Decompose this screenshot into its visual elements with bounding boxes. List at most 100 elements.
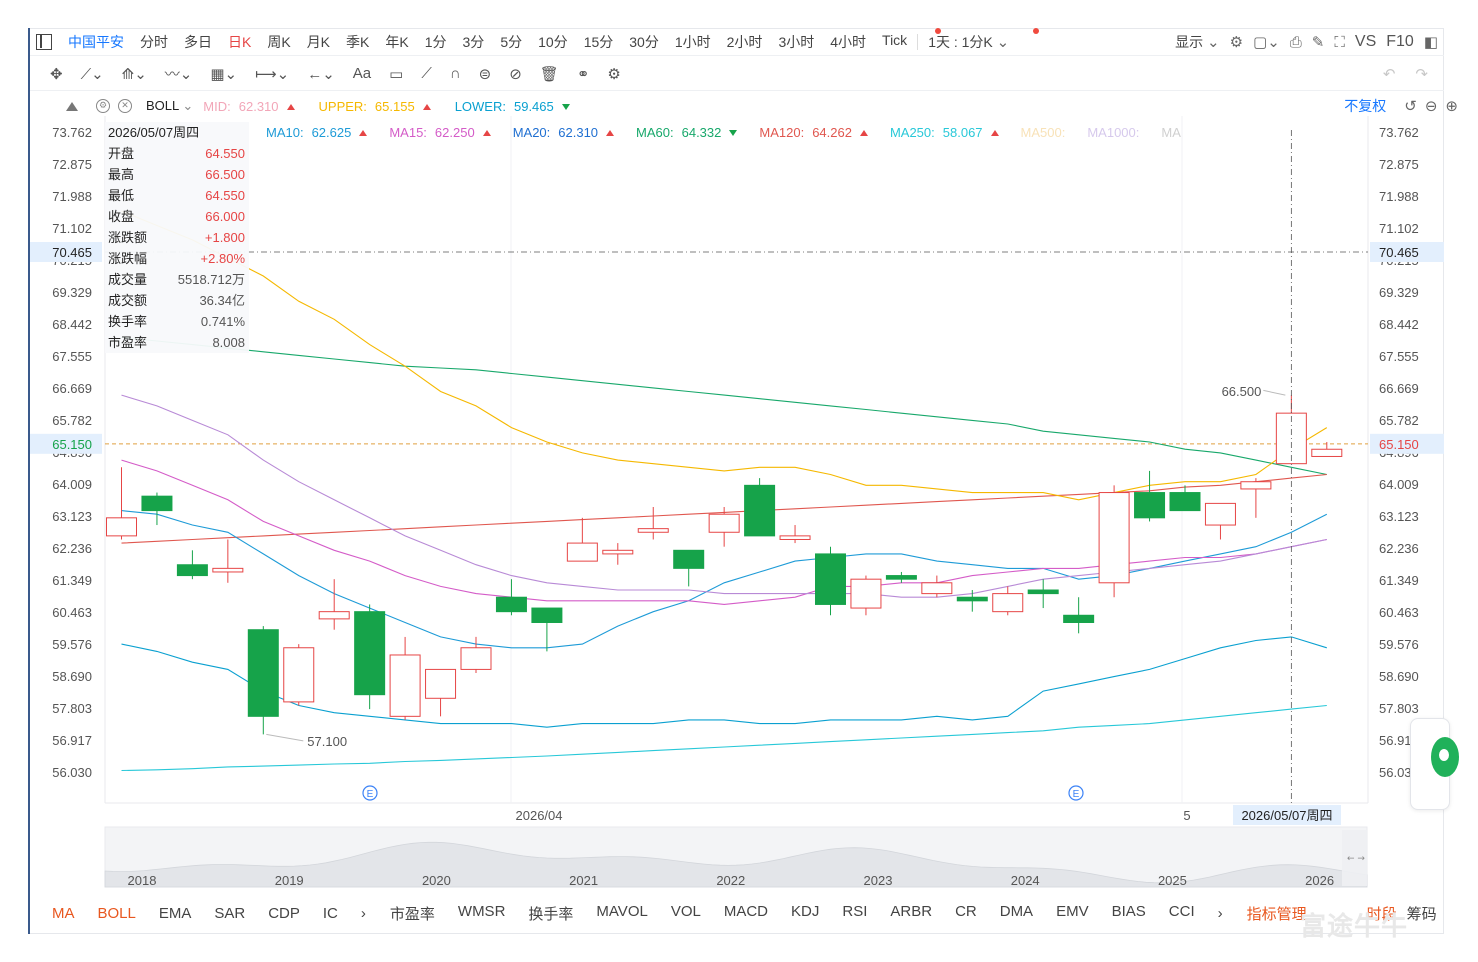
adjust-select[interactable]: 不复权 <box>1344 98 1387 114</box>
indicator-tab[interactable]: RSI <box>842 902 868 920</box>
period-tab[interactable]: Tick <box>882 31 908 48</box>
period-tab[interactable]: 3小时 <box>778 33 815 50</box>
redo-icon[interactable]: ↷ <box>1415 66 1428 83</box>
indicator-name[interactable]: BOLL ⌄ <box>146 98 193 114</box>
indicator-tab[interactable]: VOL <box>670 902 701 920</box>
eye-icon[interactable]: ⊜ <box>478 65 492 83</box>
period-tab[interactable]: 1小时 <box>674 33 711 50</box>
y-tick-left: 61.349 <box>52 573 92 588</box>
sidebar-toggle-icon[interactable] <box>36 33 52 50</box>
indicator-tab[interactable]: WMSR <box>457 902 506 920</box>
f10-button[interactable]: F10 <box>1386 33 1414 50</box>
indicator-tab[interactable]: BIAS <box>1111 902 1146 920</box>
indicator-tab[interactable]: EMA <box>158 904 192 922</box>
indicator-tab[interactable]: ARBR <box>890 902 933 920</box>
period-tab[interactable]: 5分 <box>500 33 523 50</box>
period-tab[interactable]: 30分 <box>629 33 659 50</box>
ma-legend-item: MA15: 62.250 <box>389 124 491 140</box>
zoom-out-icon[interactable]: ⊖ <box>1424 97 1438 115</box>
display-menu[interactable]: 显示 ⌄ <box>1175 32 1219 52</box>
camera-icon[interactable]: ⎙ <box>1289 33 1302 51</box>
indicator-settings-icon[interactable]: ⚙ <box>96 99 110 113</box>
period-tab[interactable]: 多日 <box>184 33 212 50</box>
draw-settings-icon[interactable]: ⚙ <box>607 65 621 83</box>
period-tab[interactable]: 季K <box>346 33 370 50</box>
stock-name[interactable]: 中国平安 <box>68 33 124 50</box>
fib-tool-icon[interactable]: ▦⌄ <box>210 65 238 83</box>
period-tab[interactable]: 15分 <box>583 33 614 50</box>
reset-icon[interactable]: ↺ <box>1404 97 1417 115</box>
indicator-tab[interactable]: SAR <box>214 904 246 922</box>
indicator-tab[interactable]: CR <box>955 902 977 920</box>
indicator-tab[interactable]: DMA <box>999 902 1034 920</box>
wave-tool-icon[interactable]: 〰⌄ <box>164 66 193 83</box>
ruler-icon[interactable]: ⟋ <box>421 65 432 82</box>
session-button[interactable]: 时段 <box>1366 905 1397 923</box>
indicator-tab[interactable]: CDP <box>268 904 300 922</box>
assistant-icon <box>1431 737 1459 777</box>
link-icon[interactable]: ⚭ <box>576 65 590 83</box>
magnet-icon[interactable]: ∩ <box>449 65 461 82</box>
period-tab[interactable]: 周K <box>267 33 291 50</box>
interval-select[interactable]: 1天 : 1分K ⌄ <box>920 32 1017 52</box>
notification-dot <box>935 28 941 34</box>
indicator-tab[interactable]: MACD <box>723 902 769 920</box>
fullscreen-icon[interactable]: ⛶ <box>1334 33 1345 51</box>
indicator-tab[interactable]: CCI <box>1168 902 1195 920</box>
period-tab[interactable]: 4小时 <box>830 33 867 50</box>
candle-body <box>1063 614 1095 623</box>
ma-label: MA15: <box>389 124 427 140</box>
info-row: 最高 66.500 <box>105 164 249 185</box>
chart-window <box>28 28 1444 934</box>
indicator-tab[interactable]: 换手率 <box>528 905 574 923</box>
indicator-close-icon[interactable]: ✕ <box>118 99 132 113</box>
indicator-tab[interactable]: IC <box>322 904 338 922</box>
period-tab[interactable]: 10分 <box>538 33 568 50</box>
indicator-tab[interactable]: MAVOL <box>596 902 648 920</box>
panel-toggle-icon[interactable]: ◧ <box>1423 33 1438 51</box>
info-value: 66.000 <box>205 209 245 224</box>
float-assistant[interactable] <box>1410 718 1459 810</box>
undo-icon[interactable]: ↶ <box>1382 66 1396 83</box>
period-tab[interactable]: 月K <box>306 33 331 50</box>
hide-icon[interactable]: ⊘ <box>509 65 522 83</box>
indicator-tab[interactable]: BOLL <box>97 904 136 922</box>
period-tab[interactable]: 2小时 <box>726 33 763 50</box>
y-tick-left: 71.988 <box>52 189 92 204</box>
indicator-manage-button[interactable]: 指标管理 <box>1246 905 1307 923</box>
period-tab[interactable]: 日K <box>228 33 252 50</box>
period-tab[interactable]: 3分 <box>462 33 485 50</box>
y-tick-left: 64.009 <box>52 477 92 492</box>
trash-icon[interactable]: 🗑 <box>539 65 559 83</box>
arrow-tool-icon[interactable]: ←⌄ <box>307 65 335 83</box>
channel-tool-icon[interactable]: ⟰⌄ <box>121 65 147 83</box>
chevron-right-icon[interactable]: › <box>360 904 366 922</box>
indicator-tab[interactable]: KDJ <box>791 902 820 920</box>
period-tab[interactable]: 分时 <box>140 33 168 50</box>
crosshair-tag-left <box>30 241 102 262</box>
window-edge <box>28 28 30 934</box>
vs-button[interactable]: VS <box>1354 33 1377 50</box>
indicator-tab[interactable]: 市盈率 <box>389 905 435 923</box>
line-tool-icon[interactable]: ⟋⌄ <box>80 65 104 83</box>
y-tick-right: 57.803 <box>1379 701 1419 716</box>
pen-icon[interactable]: ✎ <box>1311 33 1325 51</box>
move-icon[interactable]: ✥ <box>50 65 63 83</box>
settings-icon[interactable]: ⚙ <box>1229 33 1244 51</box>
y-tick-left: 67.555 <box>52 349 92 364</box>
text-tool-icon[interactable]: Aa <box>352 65 372 82</box>
indicator-tab[interactable]: MA <box>52 904 75 922</box>
period-tab[interactable]: 1分 <box>424 33 447 50</box>
layout-icon[interactable]: ▢⌄ <box>1253 33 1280 51</box>
measure-tool-icon[interactable]: ⟼⌄ <box>255 65 290 83</box>
chip-button[interactable]: 筹码 <box>1406 905 1437 923</box>
chevron-right-icon[interactable]: › <box>1217 904 1223 922</box>
indicator-tab[interactable]: EMV <box>1056 902 1089 920</box>
candle-body <box>637 528 669 533</box>
period-tab[interactable]: 年K <box>385 33 409 50</box>
zoom-in-icon[interactable]: ⊕ <box>1445 97 1458 115</box>
y-tick-left: 66.669 <box>52 381 92 396</box>
collapse-icon[interactable] <box>66 101 78 111</box>
note-tool-icon[interactable]: ▭ <box>389 65 404 83</box>
